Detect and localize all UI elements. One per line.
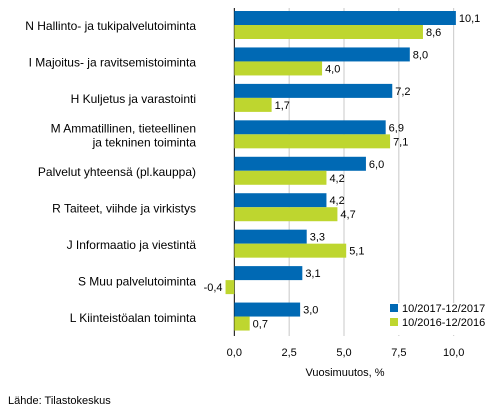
- category-label: Palvelut yhteensä (pl.kauppa): [38, 165, 196, 179]
- value-label: 5,1: [349, 246, 364, 258]
- value-label: 0,7: [253, 319, 268, 331]
- value-label: 6,0: [369, 159, 384, 171]
- x-tick-labels: 0,0 2,5 5,0 7,5 10,0: [227, 347, 465, 359]
- value-label: 4,7: [340, 209, 355, 221]
- bar-2017: [234, 229, 307, 244]
- value-label: 7,2: [395, 86, 410, 98]
- value-label: 3,0: [303, 305, 318, 317]
- bar-2016: [234, 170, 327, 185]
- value-label: 6,9: [389, 122, 404, 134]
- legend-swatch: [390, 304, 398, 312]
- x-tick-label: 5,0: [336, 347, 351, 359]
- value-label: 4,2: [329, 173, 344, 185]
- legend-swatch: [390, 318, 398, 326]
- x-tick-label: 0,0: [227, 347, 242, 359]
- x-tick-label: 10,0: [443, 347, 464, 359]
- category-label: I Majoitus- ja ravitsemistoiminta: [29, 56, 197, 70]
- legend: 10/2017-12/2017 10/2016-12/2016: [387, 303, 485, 335]
- legend-label: 10/2016-12/2016: [402, 317, 485, 329]
- legend-box: [387, 303, 483, 335]
- bar-2017: [234, 120, 386, 135]
- bars: [225, 11, 456, 331]
- value-label: 4,0: [325, 63, 340, 75]
- x-axis-title: Vuosimuutos, %: [305, 367, 384, 379]
- bar-2016: [234, 97, 272, 112]
- bar-2016: [234, 134, 391, 149]
- source-note: Lähde: Tilastokeskus: [8, 395, 111, 407]
- bar-2017: [234, 302, 301, 317]
- value-label: 1,7: [275, 100, 290, 112]
- bar-2017: [234, 193, 327, 208]
- category-label: L Kiinteistöalan toiminta: [70, 311, 197, 325]
- bar-2016: [234, 61, 323, 76]
- category-label: M Ammatillinen, tieteellinen ja tekninen …: [51, 122, 197, 150]
- category-label: R Taiteet, viihde ja virkistys: [52, 201, 196, 215]
- x-tick-label: 2,5: [282, 347, 297, 359]
- bar-2016: [225, 280, 235, 295]
- bar-2016: [234, 243, 347, 258]
- value-label: 3,3: [310, 232, 325, 244]
- bar-2016: [234, 207, 338, 222]
- category-labels: N Hallinto- ja tukipalvelutoiminta I Majo…: [25, 19, 196, 325]
- bar-2017: [234, 11, 456, 25]
- bar-2016: [234, 25, 423, 39]
- value-label: 8,0: [413, 49, 428, 61]
- value-label: 7,1: [393, 136, 408, 148]
- category-label: S Muu palvelutoiminta: [78, 274, 196, 288]
- bar-2016: [234, 316, 250, 331]
- value-labels: 10,1 8,6 8,0 4,0 7,2 1,7 6,9 7,1 6,0 4,2 4,2 4,7 3,3…: [204, 13, 481, 331]
- value-label: 4,2: [329, 195, 344, 207]
- x-tick-label: 7,5: [391, 347, 406, 359]
- category-label: N Hallinto- ja tukipalvelutoiminta: [25, 19, 196, 33]
- value-label: 8,6: [426, 27, 441, 39]
- value-label: 10,1: [459, 13, 480, 25]
- bar-2017: [234, 83, 393, 98]
- legend-label: 10/2017-12/2017: [402, 303, 485, 315]
- value-label: -0,4: [204, 282, 223, 294]
- bar-2017: [234, 47, 410, 62]
- value-label: 3,1: [305, 268, 320, 280]
- category-label: J Informaatio ja viestintä: [67, 238, 197, 252]
- bar-2017: [234, 156, 366, 171]
- bar-2017: [234, 266, 303, 281]
- category-label: H Kuljetus ja varastointi: [71, 92, 196, 106]
